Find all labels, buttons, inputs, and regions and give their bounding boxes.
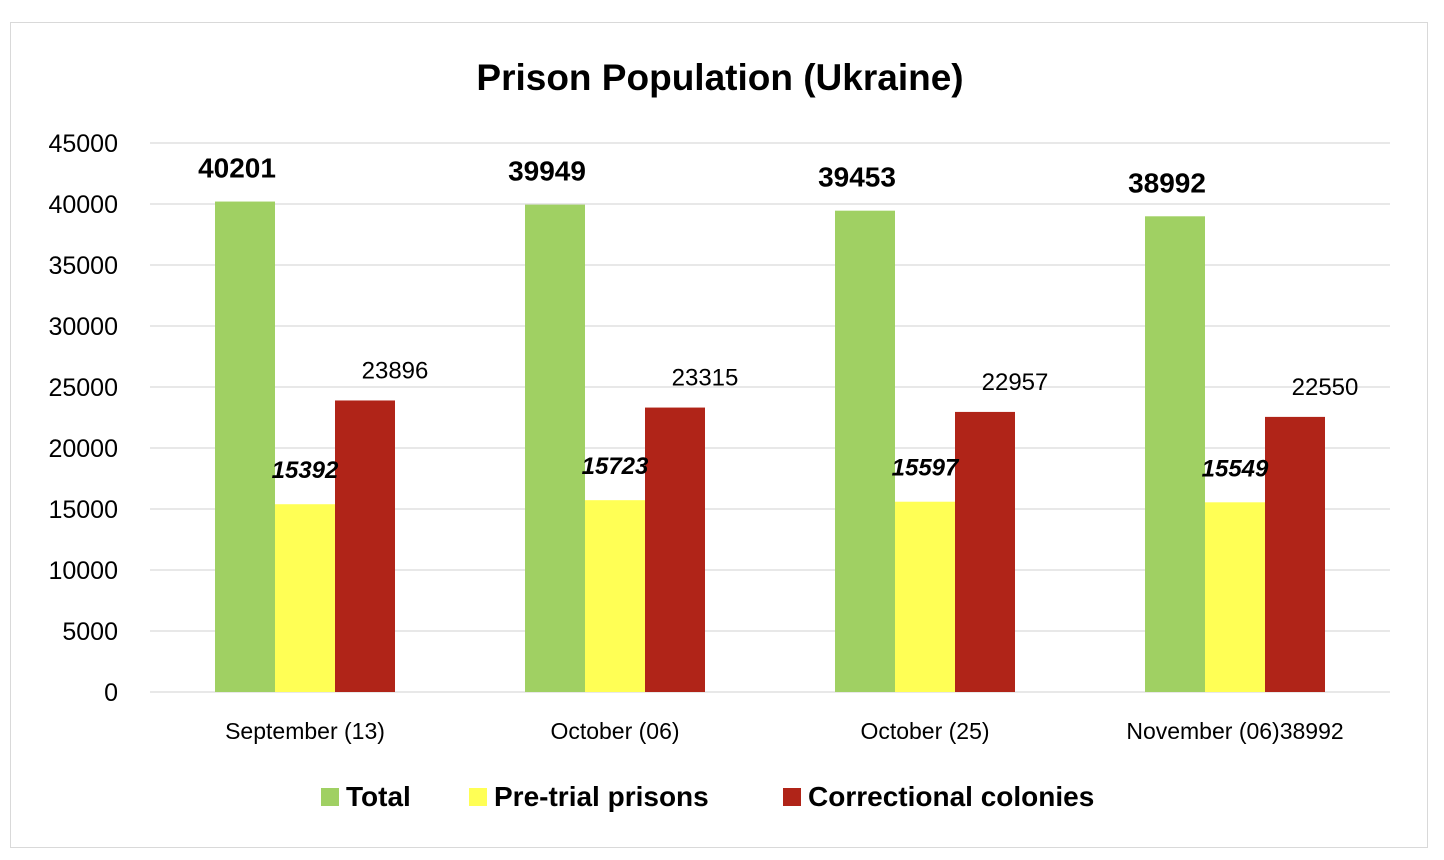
bars <box>215 201 1325 693</box>
y-tick-label: 15000 <box>48 496 118 524</box>
legend-label-total: Total <box>346 781 411 812</box>
legend-label-pre-trial-prisons: Pre-trial prisons <box>494 781 709 812</box>
data-label-correctional-colonies: 23896 <box>362 357 429 384</box>
bar-pre-trial-prisons <box>275 504 335 692</box>
legend-swatch-correctional-colonies <box>783 788 801 806</box>
data-label-pre-trial-prisons: 15597 <box>892 455 960 482</box>
y-tick-label: 5000 <box>62 618 118 646</box>
data-label-correctional-colonies: 22957 <box>982 369 1049 396</box>
chart-title: Prison Population (Ukraine) <box>476 57 963 98</box>
y-tick-label: 40000 <box>48 191 118 219</box>
x-tick-label: October (25) <box>860 718 989 744</box>
y-tick-label: 30000 <box>48 313 118 341</box>
y-tick-label: 35000 <box>48 252 118 280</box>
bar-pre-trial-prisons <box>1205 502 1265 692</box>
bar-pre-trial-prisons <box>895 501 955 692</box>
x-axis-ticks: September (13) October (06) October (25) No… <box>225 718 1344 744</box>
data-label-correctional-colonies: 22550 <box>1292 374 1359 401</box>
data-label-pre-trial-prisons: 15723 <box>582 453 649 480</box>
bar-total <box>1145 216 1205 692</box>
bar-correctional-colonies <box>1265 416 1325 692</box>
y-tick-label: 10000 <box>48 557 118 585</box>
data-labels: 40201 15392 23896 39949 15723 23315 39453 15597… <box>198 153 1358 485</box>
data-label-total: 38992 <box>1128 167 1206 198</box>
data-label-total: 39949 <box>508 156 586 187</box>
x-tick-label: September (13) <box>225 718 385 744</box>
data-label-pre-trial-prisons: 15549 <box>1202 455 1269 482</box>
data-label-pre-trial-prisons: 15392 <box>272 457 339 484</box>
bar-total <box>835 210 895 692</box>
y-tick-label: 0 <box>104 679 118 707</box>
bar-total <box>525 204 585 692</box>
legend-label-correctional-colonies: Correctional colonies <box>808 781 1094 812</box>
y-tick-label: 20000 <box>48 435 118 463</box>
bar-correctional-colonies <box>955 411 1015 692</box>
bar-correctional-colonies <box>645 407 705 692</box>
bar-correctional-colonies <box>335 400 395 692</box>
x-tick-label: October (06) <box>550 718 679 744</box>
legend-swatch-pre-trial-prisons <box>469 788 487 806</box>
y-tick-label: 45000 <box>48 130 118 158</box>
bar-total <box>215 201 275 693</box>
legend-swatch-total <box>321 788 339 806</box>
x-tick-label: November (06)38992 <box>1126 718 1343 744</box>
legend: Total Pre-trial prisons Correctional colon… <box>321 781 1094 812</box>
y-tick-label: 25000 <box>48 374 118 402</box>
data-label-correctional-colonies: 23315 <box>672 365 739 392</box>
data-label-total: 40201 <box>198 153 276 184</box>
bar-pre-trial-prisons <box>585 500 645 692</box>
y-axis-ticks: 0 5000 10000 15000 20000 25000 30000 35000 40000… <box>48 130 118 707</box>
data-label-total: 39453 <box>818 162 896 193</box>
